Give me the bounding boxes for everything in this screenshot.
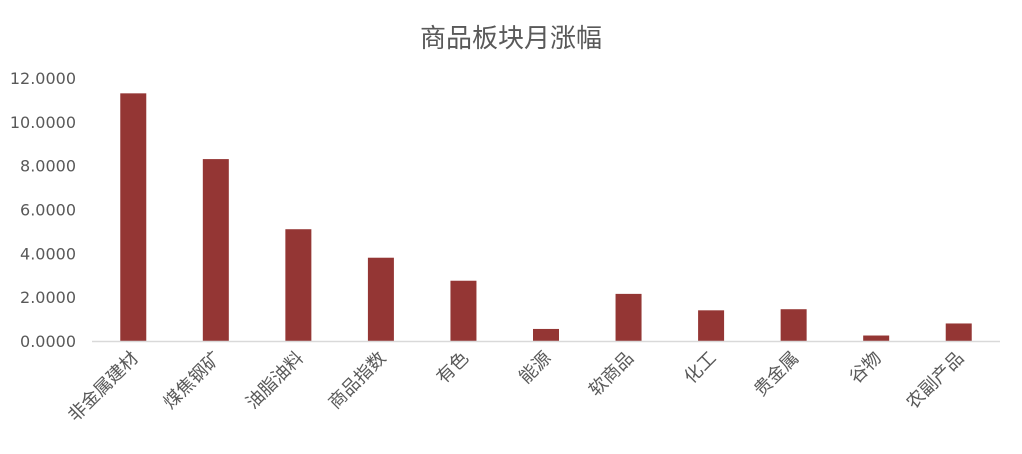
y-tick-label: 12.0000 — [10, 69, 76, 88]
x-tick-label: 化工 — [680, 348, 720, 388]
y-tick-label: 2.0000 — [20, 288, 76, 307]
x-tick-label: 农副产品 — [903, 348, 969, 414]
bar — [945, 323, 972, 341]
x-tick-label: 贵金属 — [750, 348, 803, 401]
x-tick-label: 油脂油料 — [242, 348, 308, 414]
x-tick-label: 谷物 — [845, 348, 885, 388]
bar — [863, 335, 890, 341]
y-tick-label: 4.0000 — [20, 244, 76, 263]
bar — [367, 257, 394, 341]
bar — [120, 93, 147, 341]
y-tick-label: 0.0000 — [20, 332, 76, 351]
bar — [615, 293, 642, 341]
x-tick-label: 非金属建材 — [64, 348, 142, 426]
x-tick-label: 软商品 — [585, 348, 638, 401]
y-tick-label: 6.0000 — [20, 201, 76, 220]
bar — [202, 159, 229, 341]
bar — [285, 229, 312, 341]
bar — [533, 328, 559, 341]
x-tick-label: 煤焦钢矿 — [160, 348, 226, 414]
chart-title: 商品板块月涨幅 — [419, 24, 602, 54]
x-tick-label: 商品指数 — [325, 348, 391, 414]
y-tick-label: 10.0000 — [10, 113, 76, 132]
bar — [698, 310, 725, 341]
x-tick-label: 有色 — [433, 348, 473, 388]
y-tick-label: 8.0000 — [20, 157, 76, 176]
bar — [450, 280, 477, 341]
bar — [780, 309, 807, 341]
x-tick-label: 能源 — [515, 348, 555, 388]
